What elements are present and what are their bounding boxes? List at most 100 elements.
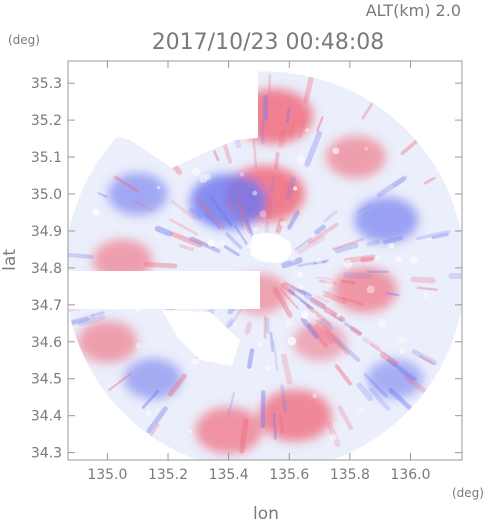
texture-streak (213, 150, 220, 162)
texture-speckle (409, 255, 419, 265)
texture-streak (360, 256, 374, 263)
texture-streak (284, 176, 296, 200)
texture-streak (108, 372, 132, 391)
texture-streak (272, 412, 277, 440)
texture-streak (340, 279, 356, 285)
texture-streak (223, 245, 240, 257)
texture-streak (379, 352, 399, 367)
texture-speckle (199, 174, 208, 184)
y-tick-label: 34.4 (31, 409, 62, 425)
texture-streak (334, 364, 353, 386)
texture-streak (272, 340, 279, 371)
texture-streak (77, 314, 106, 327)
texture-speckle (343, 259, 353, 269)
texture-speckle (364, 147, 369, 151)
x-tick-label: 136.0 (390, 467, 430, 483)
texture-streak (342, 296, 364, 306)
texture-streak (448, 273, 462, 280)
texture-streak (68, 313, 95, 325)
velocity-region (77, 320, 138, 363)
texture-speckle (374, 255, 380, 261)
texture-streak (272, 286, 293, 318)
texture-streak (133, 199, 153, 212)
texture-streak (278, 287, 300, 310)
texture-speckle (192, 358, 199, 365)
texture-speckle (398, 336, 406, 344)
y-tick-label: 34.3 (31, 446, 62, 462)
texture-speckle (427, 238, 431, 242)
texture-streak (188, 236, 221, 253)
plot-frame (67, 60, 463, 461)
texture-speckle (296, 155, 306, 165)
texture-streak (269, 331, 274, 353)
texture-streak (343, 272, 373, 280)
texture-speckle (264, 366, 270, 371)
texture-streak (376, 175, 408, 198)
x-tick-label: 135.8 (330, 467, 370, 483)
texture-streak (294, 237, 312, 251)
texture-streak (323, 306, 346, 323)
texture-streak (244, 321, 253, 335)
texture-speckle (298, 284, 304, 291)
y-tick-label: 35.2 (31, 113, 62, 129)
texture-speckle (315, 257, 323, 265)
texture-streak (209, 195, 233, 227)
texture-streak (296, 235, 326, 255)
x-tick-label: 135.2 (148, 467, 188, 483)
texture-speckle (188, 429, 193, 434)
texture-streak (297, 118, 307, 139)
texture-streak (321, 290, 348, 305)
texture-streak (304, 293, 326, 309)
texture-streak (319, 318, 334, 331)
texture-streak (316, 116, 324, 132)
texture-speckle (312, 393, 317, 399)
texture-streak (298, 288, 312, 297)
texture-speckle (290, 256, 296, 263)
texture-streak (297, 259, 329, 267)
y-tick-label: 34.6 (31, 335, 62, 351)
texture-streak (332, 335, 361, 363)
y-tick-label: 34.9 (31, 224, 62, 240)
texture-speckle (191, 167, 201, 176)
texture-streak (203, 212, 222, 230)
datetime-title: 2017/10/23 00:48:08 (152, 30, 385, 55)
texture-streak (314, 224, 326, 235)
texture-streak (356, 203, 372, 214)
texture-speckle (285, 319, 293, 328)
texture-streak (247, 348, 255, 369)
texture-streak (270, 175, 275, 194)
texture-streak (331, 238, 364, 251)
texture-speckle (332, 147, 340, 155)
y-tick-label: 35.1 (31, 150, 62, 166)
texture-streak (304, 130, 323, 168)
texture-speckle (395, 256, 402, 263)
texture-speckle (300, 311, 309, 319)
texture-speckle (321, 291, 326, 296)
texture-streak (252, 134, 258, 170)
texture-streak (170, 200, 196, 220)
texture-speckle (257, 342, 262, 348)
texture-speckle (146, 410, 152, 416)
texture-speckle (239, 172, 245, 177)
texture-speckle (156, 185, 161, 190)
texture-streak (273, 152, 280, 171)
texture-streak (392, 177, 406, 188)
texture-speckle (219, 240, 225, 246)
texture-streak (167, 373, 187, 397)
texture-streak (363, 373, 388, 398)
velocity-region (326, 135, 386, 179)
texture-streak (331, 312, 343, 322)
texture-streak (239, 418, 249, 454)
texture-streak (143, 261, 178, 269)
texture-streak (305, 304, 332, 326)
texture-streak (337, 405, 354, 431)
texture-speckle (233, 322, 238, 327)
y-tick-label: 35.0 (31, 187, 62, 203)
texture-speckle (279, 220, 285, 227)
no-data-center (250, 233, 292, 263)
texture-streak (334, 242, 359, 254)
x-axis: 135.0 135.2 135.4 135.6 135.8 136.0 (87, 61, 431, 483)
texture-streak (368, 387, 391, 411)
texture-streak (349, 326, 362, 337)
